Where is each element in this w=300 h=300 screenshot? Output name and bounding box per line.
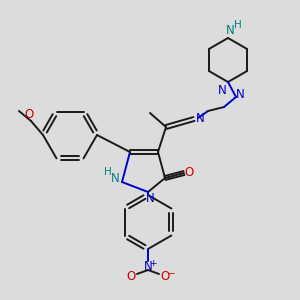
Text: O: O <box>184 166 194 178</box>
Text: N: N <box>111 172 119 184</box>
Text: −: − <box>167 269 176 279</box>
Text: O: O <box>24 107 34 121</box>
Text: N: N <box>146 193 154 206</box>
Text: H: H <box>234 20 242 30</box>
Text: N: N <box>218 83 226 97</box>
Text: +: + <box>149 259 157 268</box>
Text: N: N <box>196 112 204 124</box>
Text: N: N <box>236 88 244 100</box>
Text: H: H <box>104 167 112 177</box>
Text: N: N <box>226 23 234 37</box>
Text: N: N <box>144 260 152 274</box>
Text: O: O <box>126 271 136 284</box>
Text: O: O <box>160 271 169 284</box>
